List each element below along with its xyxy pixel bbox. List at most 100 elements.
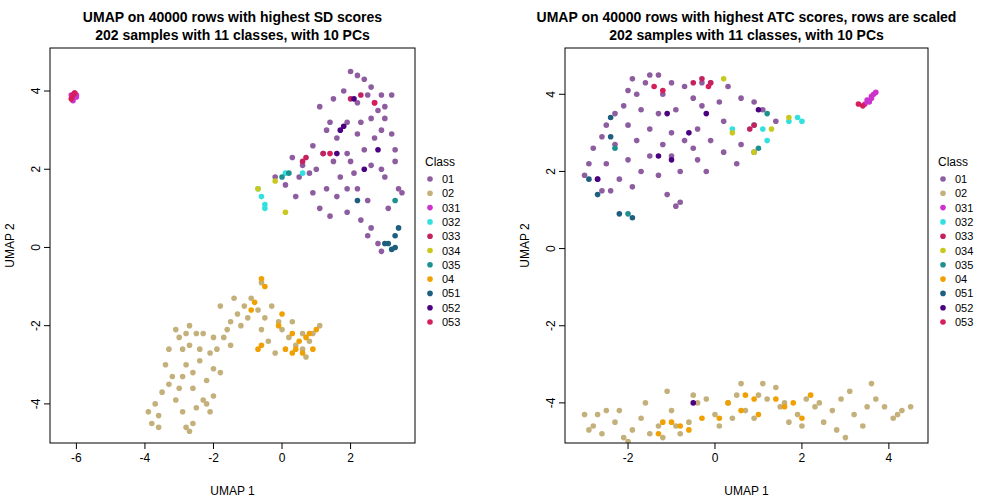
point (595, 192, 601, 198)
point (146, 409, 152, 415)
legend-swatch (940, 176, 946, 182)
point (379, 166, 385, 172)
point (194, 331, 200, 337)
point (586, 176, 592, 182)
point (324, 186, 330, 192)
point (159, 389, 165, 395)
legend-label: 02 (955, 187, 967, 199)
point (751, 99, 757, 105)
point (368, 225, 374, 231)
point (786, 115, 792, 121)
point (656, 72, 662, 78)
plot-frame (50, 48, 415, 443)
y-tick-label: -2 (29, 320, 43, 331)
point (860, 423, 866, 429)
point (630, 76, 636, 82)
point (313, 166, 319, 172)
y-tick (559, 248, 565, 249)
point (664, 389, 670, 395)
point (379, 127, 385, 133)
panel: UMAP on 40000 rows with highest ATC scor… (518, 9, 973, 498)
point (703, 169, 709, 175)
legend-swatch (427, 191, 433, 197)
point (372, 100, 378, 106)
point (327, 120, 333, 126)
legend-label: 01 (955, 173, 967, 185)
point (358, 92, 364, 98)
y-tick (44, 169, 50, 170)
point (355, 198, 361, 204)
point (238, 323, 244, 329)
point (156, 425, 162, 431)
point (586, 161, 592, 167)
point (365, 233, 371, 239)
point (293, 194, 299, 200)
point (703, 396, 709, 402)
point (599, 188, 605, 194)
point (348, 159, 354, 165)
point (368, 163, 374, 169)
legend-swatch (940, 291, 946, 297)
point (703, 111, 709, 117)
x-tick-label: -2 (208, 451, 219, 465)
point (669, 130, 675, 136)
point (194, 405, 200, 411)
point (625, 122, 631, 128)
point (355, 73, 361, 79)
y-tick (44, 325, 50, 326)
point (259, 276, 265, 282)
point (721, 118, 727, 124)
point (690, 145, 696, 151)
point (375, 241, 381, 247)
point (235, 311, 241, 317)
y-tick-label: 2 (544, 168, 558, 175)
point (612, 419, 618, 425)
legend-swatch (427, 291, 433, 297)
point (660, 435, 666, 441)
point (173, 397, 179, 403)
point (351, 96, 357, 102)
point (361, 147, 367, 153)
point (751, 149, 757, 155)
point (375, 108, 381, 114)
point (320, 151, 326, 157)
point (262, 315, 268, 321)
point (773, 396, 779, 402)
point (211, 335, 217, 341)
point (625, 439, 631, 443)
point (603, 161, 609, 167)
y-tick-label: 4 (29, 87, 43, 94)
point (677, 423, 683, 429)
point (799, 416, 805, 422)
point (656, 153, 662, 159)
point (283, 209, 289, 215)
point (908, 404, 914, 410)
point (187, 428, 193, 434)
legend-label: 035 (442, 259, 460, 271)
point (204, 378, 210, 384)
point (375, 147, 381, 153)
point (617, 408, 623, 414)
point (269, 303, 275, 309)
point (372, 100, 378, 106)
point (290, 331, 296, 337)
point (895, 412, 901, 418)
point (599, 431, 605, 437)
point (358, 120, 364, 126)
point (389, 247, 395, 253)
point (625, 157, 631, 163)
point (207, 409, 213, 415)
point (847, 389, 853, 395)
point (276, 323, 282, 329)
point (337, 174, 343, 180)
point (266, 339, 272, 345)
legend-label: 053 (955, 316, 973, 328)
points (582, 72, 914, 443)
point (170, 374, 176, 380)
point (786, 419, 792, 425)
point (368, 116, 374, 122)
point (873, 90, 879, 96)
figure: UMAP on 40000 rows with highest SD score… (0, 0, 1008, 504)
point (677, 431, 683, 437)
point (382, 241, 388, 247)
